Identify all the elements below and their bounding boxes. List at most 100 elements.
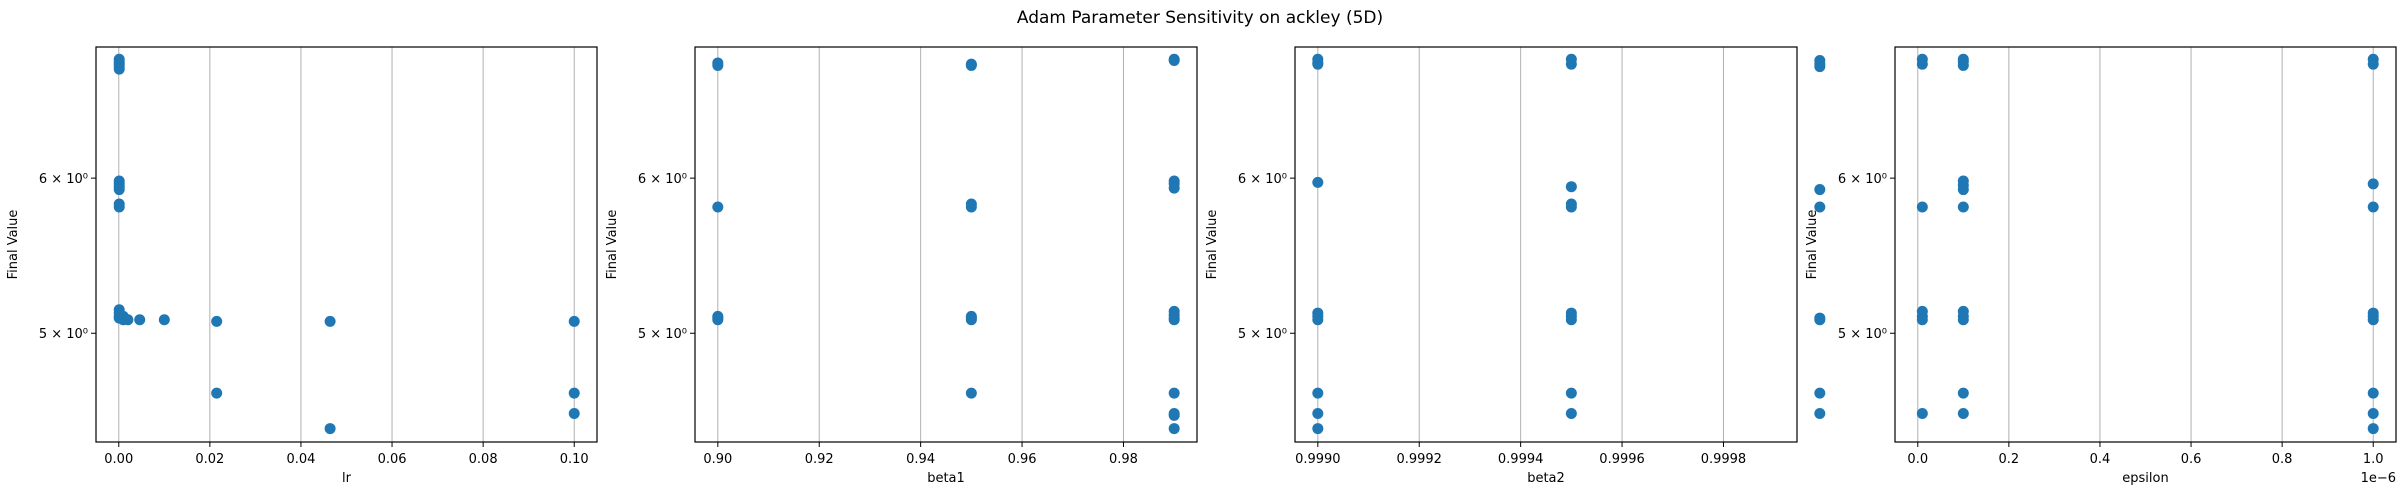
- data-point: [965, 314, 977, 326]
- x-tick-label: 0.9990: [1295, 452, 1341, 467]
- subplot-lr: 0.00 0.02 0.04 0.06 0.08 0.10 5 × 10⁰ 6 × 10⁰ lr…: [6, 46, 598, 486]
- y-tick-label: 6 × 10⁰: [1238, 172, 1287, 187]
- data-point: [134, 314, 146, 326]
- data-point: [1814, 184, 1826, 196]
- data-point: [1565, 201, 1577, 213]
- x-tick-label: 0.96: [1008, 452, 1037, 467]
- data-point: [1814, 314, 1826, 326]
- figure-title: Adam Parameter Sensitivity on ackley (5D…: [1016, 8, 1384, 28]
- data-point: [324, 315, 336, 327]
- axes-frame: [1294, 46, 1798, 443]
- data-point: [158, 314, 170, 326]
- x-axis-label: epsilon: [2122, 471, 2168, 486]
- x-tick-label: 0.9994: [1498, 452, 1544, 467]
- y-tick-label: 6 × 10⁰: [1838, 172, 1887, 187]
- data-point: [1957, 314, 1969, 326]
- y-tick-label: 5 × 10⁰: [638, 327, 687, 342]
- data-point: [1312, 314, 1324, 326]
- data-point: [1565, 181, 1577, 193]
- x-tick-label: 0.92: [805, 452, 834, 467]
- data-point: [965, 387, 977, 399]
- y-axis-label: Final Value: [1805, 210, 1820, 280]
- x-tick-label: 0.90: [703, 452, 732, 467]
- data-point: [712, 59, 724, 71]
- data-point: [211, 315, 223, 327]
- data-point: [965, 201, 977, 213]
- data-point: [1916, 314, 1928, 326]
- data-point: [1168, 423, 1180, 435]
- x-tick-label: 1.0: [2363, 452, 2384, 467]
- data-point: [2367, 178, 2379, 190]
- scatter-series: [1916, 53, 2379, 435]
- x-tick-label: 0.08: [469, 452, 498, 467]
- y-tick-label: 5 × 10⁰: [39, 327, 88, 342]
- data-point: [1957, 407, 1969, 419]
- x-tick-label: 0.9998: [1701, 452, 1747, 467]
- y-axis-label: Final Value: [605, 210, 620, 280]
- x-axis-label: beta1: [927, 471, 965, 486]
- x-axis-label: beta2: [1527, 471, 1565, 486]
- x-tick-label: 0.2: [1999, 452, 2020, 467]
- data-point: [1916, 407, 1928, 419]
- axes-frame: [1894, 46, 2397, 443]
- data-point: [1312, 387, 1324, 399]
- y-tick-label: 5 × 10⁰: [1838, 327, 1887, 342]
- data-point: [1312, 407, 1324, 419]
- data-point: [1957, 201, 1969, 213]
- data-point: [1312, 58, 1324, 70]
- data-point: [1565, 387, 1577, 399]
- y-tick-label: 6 × 10⁰: [638, 172, 687, 187]
- x-tick-label: 0.98: [1109, 452, 1138, 467]
- data-point: [122, 314, 134, 326]
- data-point: [2367, 58, 2379, 70]
- data-point: [1814, 201, 1826, 213]
- y-axis-label: Final Value: [1205, 210, 1220, 280]
- data-point: [1565, 407, 1577, 419]
- subplot-epsilon: 0.0 0.2 0.4 0.6 0.8 1.0 5 × 10⁰ 6 × 10⁰ epsilon F…: [1805, 46, 2397, 486]
- data-point: [1814, 387, 1826, 399]
- axes-frame: [95, 46, 598, 443]
- x-tick-label: 0.6: [2181, 452, 2202, 467]
- data-point: [2367, 423, 2379, 435]
- y-tick-label: 6 × 10⁰: [39, 172, 88, 187]
- data-point: [1168, 409, 1180, 421]
- data-point: [1957, 184, 1969, 196]
- x-tick-label: 0.00: [104, 452, 133, 467]
- data-point: [1957, 387, 1969, 399]
- data-point: [2367, 387, 2379, 399]
- scatter-series: [712, 53, 1180, 435]
- data-point: [1312, 176, 1324, 188]
- data-point: [1814, 407, 1826, 419]
- data-point: [1565, 314, 1577, 326]
- subplot-beta1: 0.90 0.92 0.94 0.96 0.98 5 × 10⁰ 6 × 10⁰ beta1 F…: [605, 46, 1198, 486]
- y-axis-label: Final Value: [6, 210, 21, 280]
- data-point: [2367, 201, 2379, 213]
- data-point: [712, 201, 724, 213]
- data-point: [1957, 59, 1969, 71]
- x-tick-label: 0.9992: [1396, 452, 1442, 467]
- x-tick-label: 0.94: [906, 452, 935, 467]
- x-tick-label: 0.04: [286, 452, 315, 467]
- x-tick-label: 0.4: [2090, 452, 2111, 467]
- data-point: [1916, 58, 1928, 70]
- x-tick-label: 0.8: [2272, 452, 2293, 467]
- x-tick-label: 0.10: [560, 452, 589, 467]
- scatter-series: [113, 53, 580, 435]
- data-point: [324, 423, 336, 435]
- data-point: [1168, 387, 1180, 399]
- x-tick-label: 0.02: [195, 452, 224, 467]
- data-point: [2367, 314, 2379, 326]
- data-point: [113, 184, 125, 196]
- data-point: [1565, 58, 1577, 70]
- scatter-series: [1312, 53, 1826, 435]
- x-axis-label: lr: [342, 471, 352, 486]
- data-point: [1916, 201, 1928, 213]
- y-tick-label: 5 × 10⁰: [1238, 327, 1287, 342]
- data-point: [1168, 54, 1180, 66]
- x-tick-label: 0.06: [378, 452, 407, 467]
- data-point: [211, 387, 223, 399]
- x-tick-label: 0.9996: [1599, 452, 1645, 467]
- data-point: [1814, 61, 1826, 73]
- data-point: [568, 387, 580, 399]
